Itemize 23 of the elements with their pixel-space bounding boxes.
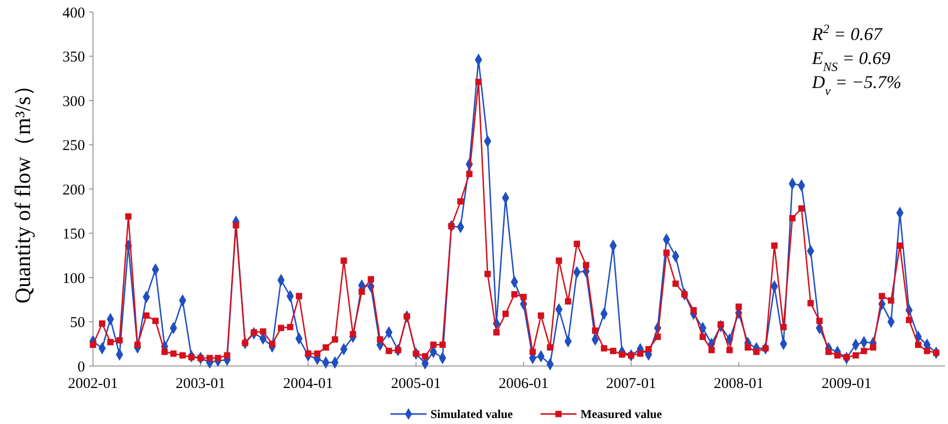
x-tick-label: 2006-01 (498, 376, 549, 392)
y-tick-label: 300 (62, 94, 85, 110)
legend-label: Simulated value (430, 407, 514, 422)
y-tick-label: 200 (62, 182, 85, 198)
y-tick-label: 0 (78, 359, 85, 376)
x-tick-label: 2003-01 (176, 376, 226, 392)
x-tick-label: 2009-01 (822, 376, 872, 392)
y-tick-label: 100 (62, 270, 85, 287)
y-axis-title: Quantity of flow（m³/s） (10, 74, 35, 304)
y-tick-label: 350 (62, 50, 85, 66)
legend-label: Measured value (580, 407, 663, 422)
y-tick-label: 50 (70, 315, 85, 331)
x-tick-label: 2008-01 (714, 376, 764, 392)
annotation: R$^{2}$ = 0.67 (811, 22, 883, 44)
y-tick-label: 250 (62, 138, 85, 154)
x-tick-label: 2005-01 (391, 376, 441, 392)
annotation: D$_{v}$ = −5.7% (811, 72, 902, 98)
x-tick-label: 2002-01 (68, 376, 118, 392)
y-tick-label: 150 (62, 226, 85, 242)
annotation: E$_{NS}$ = 0.69 (811, 48, 890, 74)
x-tick-label: 2004-01 (283, 376, 334, 392)
y-tick-label: 400 (62, 5, 85, 22)
x-tick-label: 2007-01 (606, 376, 656, 392)
